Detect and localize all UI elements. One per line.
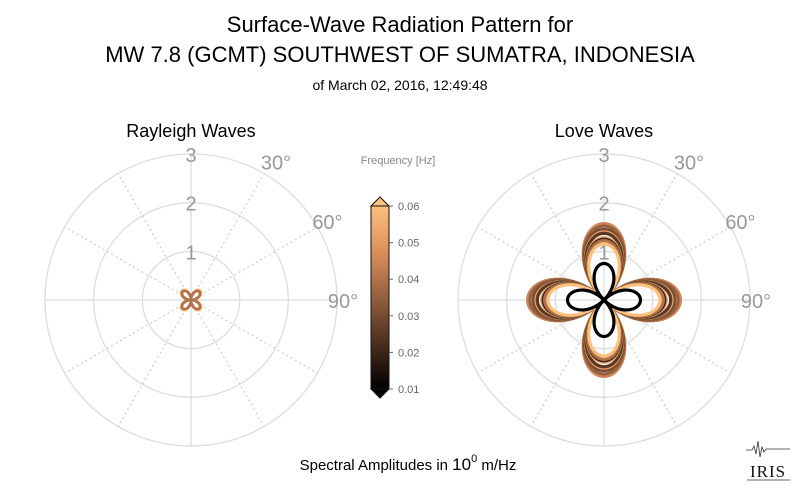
love-angle-label: 60°: [725, 212, 755, 234]
colorbar-tick-label: 0.05: [398, 238, 419, 250]
rayleigh-radius-label: 2: [185, 194, 196, 216]
colorbar-gradient: [370, 205, 390, 390]
rayleigh-angle-spoke: [190, 299, 265, 427]
love-angle-label: 90°: [741, 291, 771, 313]
colorbar-tick-label: 0.02: [398, 347, 419, 359]
colorbar-label: Frequency [Hz]: [361, 155, 436, 167]
rayleigh-polar-plot: 1 2 3 30° 60° 90°: [44, 145, 358, 447]
colorbar-bottom-cap: [369, 388, 391, 399]
rayleigh-angle-label: 60°: [312, 212, 342, 234]
colorbar-tick-label: 0.06: [398, 201, 419, 213]
love-radius-label: 1: [598, 242, 609, 264]
rayleigh-angle-spoke: [190, 299, 318, 374]
footer-unit: m/Hz: [477, 457, 516, 474]
love-angle-spoke: [530, 299, 605, 427]
colorbar-tick-label: 0.01: [398, 384, 419, 396]
love-angle-spoke: [477, 226, 605, 301]
footer-base: 10: [452, 455, 471, 474]
rayleigh-angle-spoke: [64, 226, 192, 301]
love-lobe-series: [546, 242, 662, 358]
love-lobe-series: [565, 261, 643, 339]
love-radius-label: 2: [598, 194, 609, 216]
colorbar-tick-label: 0.03: [398, 311, 419, 323]
rayleigh-angle-spoke: [64, 299, 192, 374]
rayleigh-angle-spoke: [190, 226, 318, 301]
colorbar-top-cap: [369, 196, 391, 207]
rayleigh-radius-label: 3: [185, 145, 196, 167]
love-angle-spoke: [530, 173, 605, 301]
rayleigh-panel-title: Rayleigh Waves: [126, 121, 255, 141]
iris-logo-text: IRIS: [750, 462, 786, 481]
rayleigh-lobes: [179, 288, 203, 312]
love-angle-spoke: [603, 226, 731, 301]
figure-title-line2: MW 7.8 (GCMT) SOUTHWEST OF SUMATRA, INDO…: [105, 42, 695, 67]
footer-caption: Spectral Amplitudes in 100 m/Hz: [300, 453, 517, 474]
love-radius-label: 3: [598, 145, 609, 167]
love-angle-spoke: [477, 299, 605, 374]
love-angle-spoke: [603, 299, 678, 427]
love-polar-grid: [457, 153, 751, 447]
love-lobes: [525, 221, 683, 379]
rayleigh-angle-spoke: [117, 299, 192, 427]
figure-subtitle: of March 02, 2016, 12:49:48: [312, 77, 487, 93]
love-angle-spoke: [603, 173, 678, 301]
love-angle-spoke: [603, 299, 731, 374]
rayleigh-angle-label: 30°: [261, 153, 291, 175]
footer-exponent: 0: [471, 453, 477, 465]
rayleigh-polar-grid: [44, 153, 338, 447]
love-panel-title: Love Waves: [555, 121, 653, 141]
rayleigh-angle-spoke: [117, 173, 192, 301]
rayleigh-angle-label: 90°: [328, 291, 358, 313]
iris-logo: IRIS: [746, 440, 790, 481]
rayleigh-angle-spoke: [190, 173, 265, 301]
iris-logo-seismogram: [746, 440, 790, 458]
figure-title-line1: Surface-Wave Radiation Pattern for: [227, 12, 573, 37]
rayleigh-lobe-series: [180, 289, 202, 311]
love-polar-plot: 1 2 3 30° 60° 90°: [457, 145, 771, 447]
frequency-colorbar: Frequency [Hz] 0.06 0.05 0.04 0.03 0.02 0.01: [361, 155, 436, 399]
footer-text: Spectral Amplitudes in: [300, 457, 453, 474]
love-angle-label: 30°: [674, 153, 704, 175]
rayleigh-radius-label: 1: [185, 242, 196, 264]
colorbar-tick-label: 0.04: [398, 274, 419, 286]
